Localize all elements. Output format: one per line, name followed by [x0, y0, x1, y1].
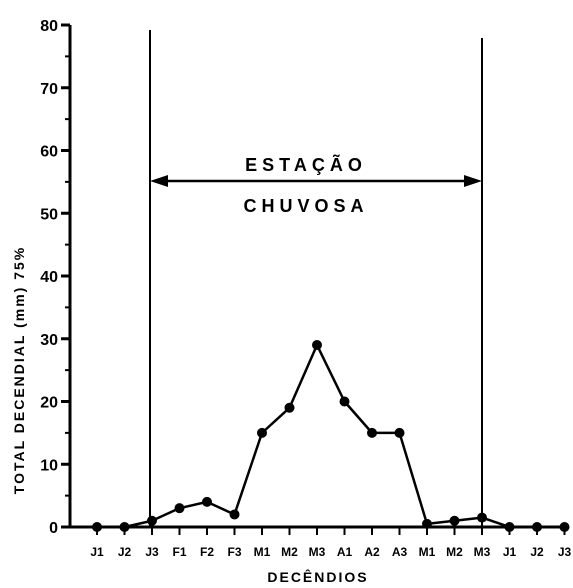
data-point	[532, 522, 542, 532]
rainy-season-annotation: ESTAÇÃO CHUVOSA	[149, 30, 483, 527]
x-tick-label: J2	[530, 545, 544, 559]
data-point	[284, 402, 295, 413]
x-tick-label: F2	[200, 545, 214, 559]
x-axis-title: DECÊNDIOS	[267, 568, 368, 585]
y-tick-label: 50	[40, 206, 58, 223]
data-point	[92, 522, 102, 532]
x-tick-label: F1	[172, 545, 186, 559]
data-point	[147, 515, 157, 526]
x-tick-label: A3	[392, 545, 408, 559]
data-point	[449, 515, 460, 526]
x-tick-label: J1	[503, 545, 517, 559]
data-point	[229, 509, 240, 520]
series-line	[97, 343, 565, 529]
x-tick-label: M2	[446, 545, 463, 559]
y-tick-label: 80	[40, 18, 58, 35]
x-tick-label: M1	[254, 545, 271, 559]
x-tick-label: J2	[118, 545, 132, 559]
y-tick-label: 30	[40, 332, 58, 349]
x-axis-ticks: J1 J2 J3 F1 F2 F3 M1 M2 M3 A1 A2 A3 M1 M2 M3 J1 J2 J3	[90, 527, 571, 559]
data-point	[174, 503, 185, 514]
season-arrow-head-left	[150, 175, 168, 187]
data-point	[394, 427, 405, 438]
y-tick-label: 60	[40, 144, 58, 161]
y-tick-label: 20	[40, 395, 58, 412]
data-point	[202, 496, 212, 507]
x-tick-label: M1	[419, 545, 436, 559]
x-tick-label: J3	[558, 545, 572, 559]
x-tick-label: A1	[337, 545, 353, 559]
x-tick-label: M3	[309, 545, 326, 559]
data-point	[257, 427, 267, 438]
data-point	[422, 518, 432, 529]
x-tick-label: M3	[474, 545, 491, 559]
y-tick-label: 10	[40, 457, 58, 474]
y-tick-label: 70	[40, 81, 58, 98]
x-tick-label: J3	[145, 545, 159, 559]
y-tick-label: 40	[40, 269, 58, 286]
x-tick-label: M2	[281, 545, 298, 559]
x-tick-label: A2	[364, 545, 380, 559]
axes	[68, 25, 566, 529]
annotation-line-2: CHUVOSA	[243, 196, 368, 216]
annotation-line-1: ESTAÇÃO	[245, 154, 367, 175]
y-axis-ticks: 0 10 20 30 40 50 60 70 80	[40, 18, 70, 537]
data-point	[367, 427, 377, 438]
y-tick-label: 0	[49, 520, 58, 537]
y-axis-title: TOTAL DECENDIAL (mm) 75%	[11, 246, 27, 494]
data-point	[504, 522, 515, 532]
data-point	[339, 396, 350, 407]
x-tick-label: F3	[227, 545, 241, 559]
data-point	[312, 340, 322, 351]
series-marks	[92, 340, 570, 532]
x-tick-label: J1	[90, 545, 104, 559]
season-arrow-head-right	[464, 175, 482, 187]
data-point	[119, 522, 130, 532]
data-point	[559, 522, 570, 532]
